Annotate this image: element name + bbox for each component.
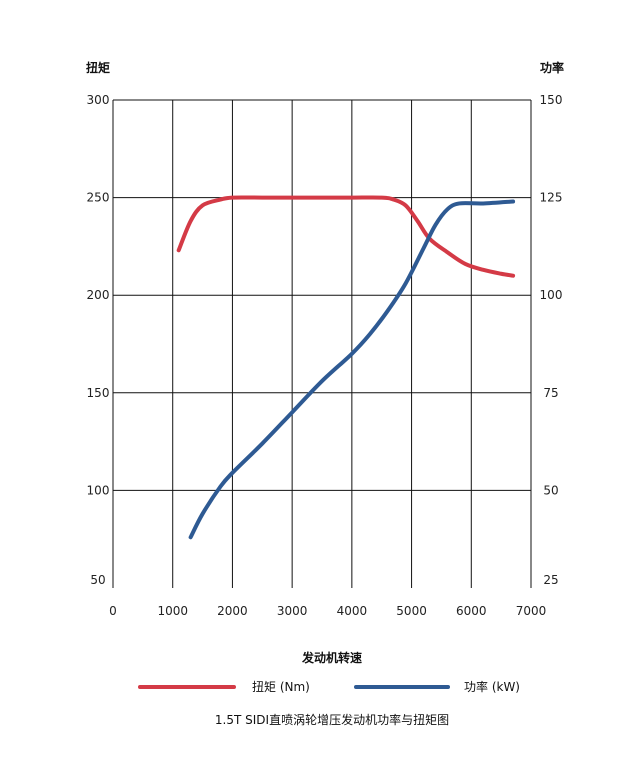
x-tick-label: 2000 (217, 604, 248, 618)
power-line (188, 199, 516, 540)
right-tick-label: 25 (543, 573, 558, 587)
right-tick-label: 150 (540, 93, 563, 107)
torque-line (176, 195, 516, 278)
x-tick-label: 5000 (396, 604, 427, 618)
grid (112, 99, 532, 588)
x-tick-label: 6000 (456, 604, 487, 618)
left-tick-label: 200 (87, 288, 110, 302)
chart-title: 1.5T SIDI直喷涡轮增压发动机功率与扭矩图 (215, 712, 449, 727)
left-tick-label: 100 (87, 483, 110, 497)
right-tick-label: 125 (540, 191, 563, 205)
x-tick-label: 4000 (337, 604, 368, 618)
x-tick-label: 0 (109, 604, 117, 618)
left-axis-title: 扭矩 (86, 60, 110, 75)
right-tick-label: 75 (543, 386, 558, 400)
left-tick-label: 300 (87, 93, 110, 107)
tick-labels: 0 1000 2000 3000 4000 5000 6000 7000 50 100 150 200… (87, 93, 563, 618)
left-tick-label: 50 (90, 573, 105, 587)
legend: 扭矩 (Nm) 功率 (kW) (138, 679, 520, 694)
series-lines (176, 195, 516, 540)
x-axis-title: 发动机转速 (301, 650, 362, 665)
right-axis-title: 功率 (540, 60, 564, 75)
legend-label-power: 功率 (kW) (464, 679, 520, 694)
right-tick-label: 100 (540, 288, 563, 302)
x-tick-label: 3000 (277, 604, 308, 618)
x-tick-label: 1000 (157, 604, 188, 618)
left-tick-label: 150 (87, 386, 110, 400)
legend-label-torque: 扭矩 (Nm) (252, 680, 310, 694)
x-tick-label: 7000 (516, 604, 547, 618)
left-tick-label: 250 (87, 191, 110, 205)
right-tick-label: 50 (543, 483, 558, 497)
